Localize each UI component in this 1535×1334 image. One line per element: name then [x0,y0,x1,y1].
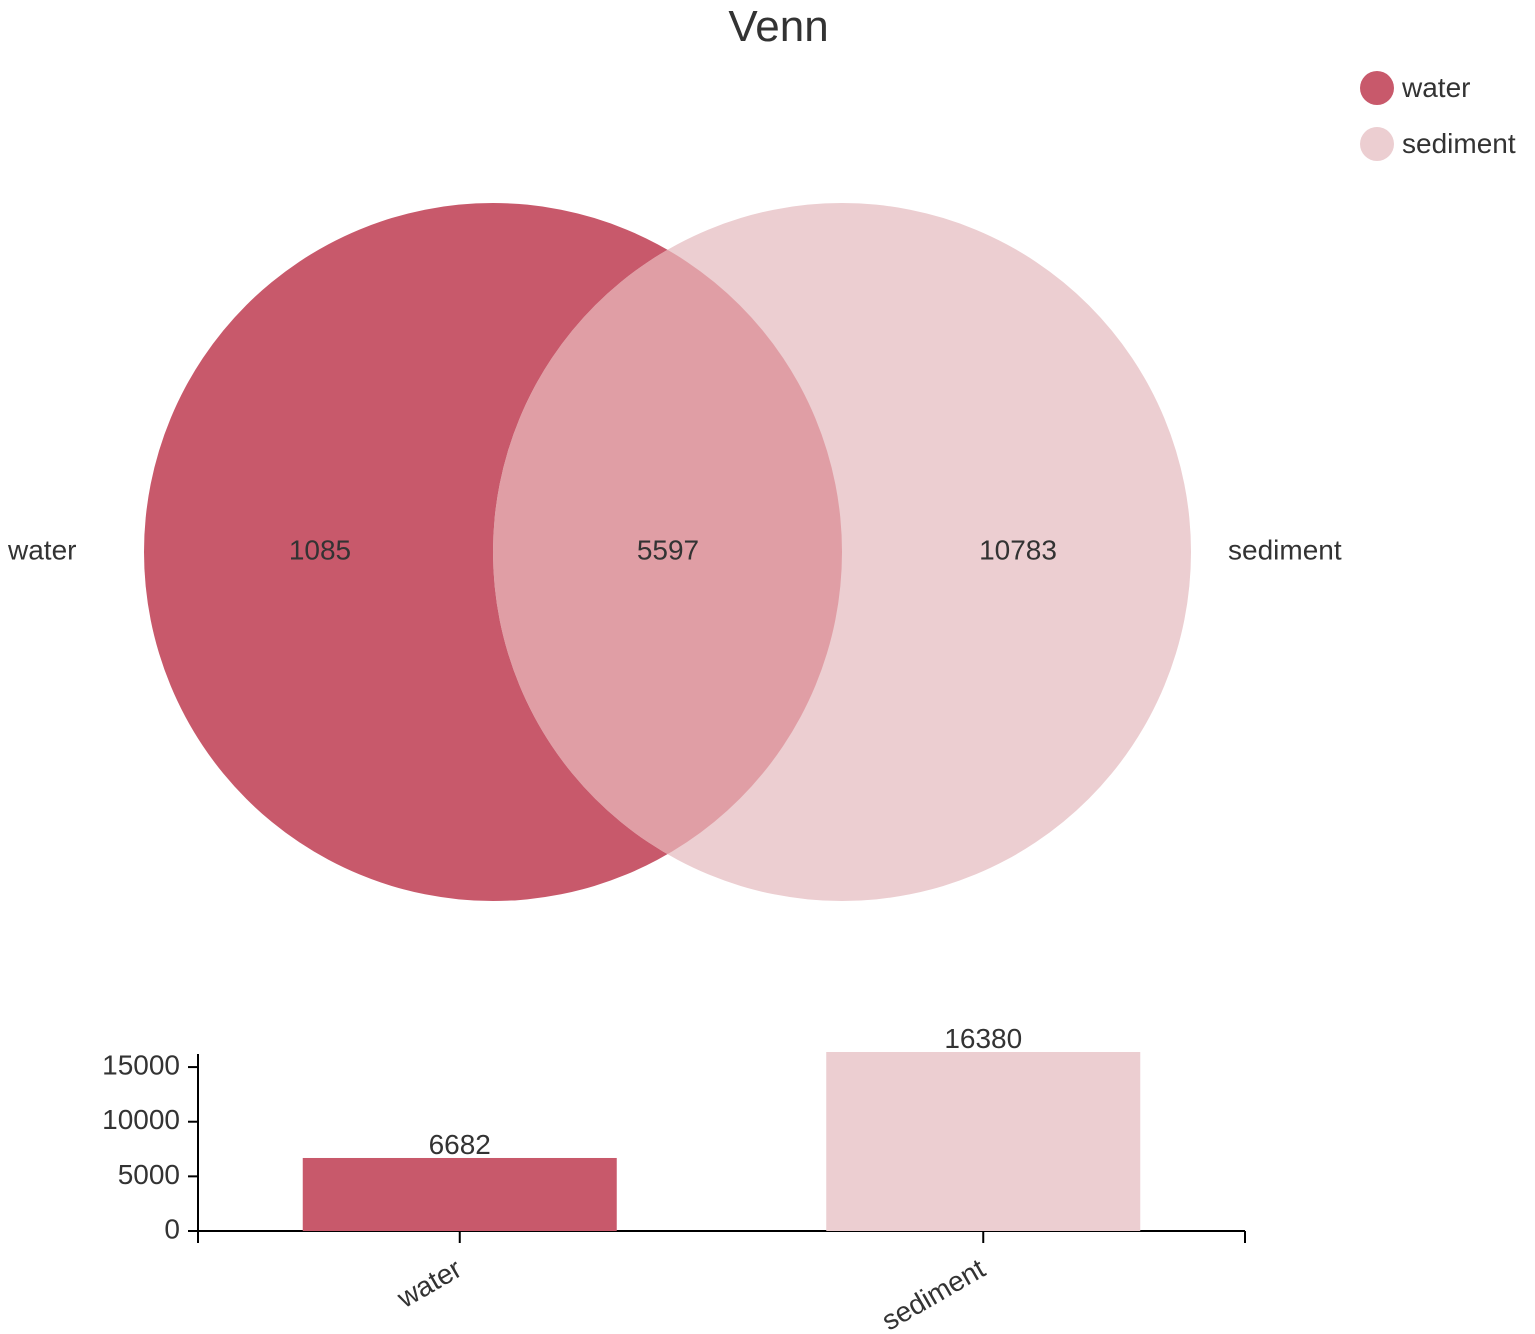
legend-label-sediment: sediment [1402,128,1516,159]
venn-intersection[interactable] [493,203,1191,901]
data-label-sediment: 16380 [944,1023,1022,1054]
venn-value-water-only: 1085 [289,534,351,565]
legend-item-water[interactable]: water [1360,60,1516,116]
venn-diagram: water sediment 1085 5597 10783 [7,203,1342,901]
y-tick-label: 15000 [102,1049,180,1080]
legend: water sediment [1360,60,1516,172]
y-tick-label: 10000 [102,1104,180,1135]
x-tick-label-water: water [391,1253,467,1315]
venn-set-label-sediment: sediment [1228,534,1342,565]
legend-item-sediment[interactable]: sediment [1360,116,1516,172]
legend-swatch-water [1360,71,1394,105]
bar-water[interactable] [302,1157,617,1231]
venn-set-label-water: water [7,534,76,565]
venn-value-intersection: 5597 [637,534,699,565]
y-tick-label: 5000 [118,1159,180,1190]
bar-chart: 0 5000 10000 15000 6682 water 16380 sediment [102,1023,1246,1334]
x-tick-label-sediment: sediment [876,1253,990,1334]
y-tick-label: 0 [164,1213,180,1244]
legend-swatch-sediment [1360,127,1394,161]
chart-title: Venn [728,2,829,51]
legend-label-water: water [1402,72,1471,103]
venn-value-sediment-only: 10783 [979,534,1057,565]
bar-sediment[interactable] [826,1052,1141,1231]
data-label-water: 6682 [429,1129,491,1160]
